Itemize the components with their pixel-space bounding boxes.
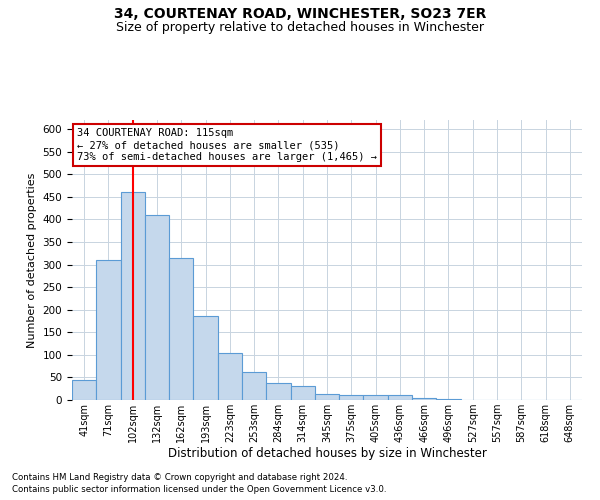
Bar — [290, 386, 315, 400]
Bar — [169, 258, 193, 400]
Bar — [436, 398, 461, 400]
Text: Contains public sector information licensed under the Open Government Licence v3: Contains public sector information licen… — [12, 485, 386, 494]
Bar — [388, 396, 412, 400]
Bar — [315, 394, 339, 400]
Y-axis label: Number of detached properties: Number of detached properties — [27, 172, 37, 348]
Text: Size of property relative to detached houses in Winchester: Size of property relative to detached ho… — [116, 22, 484, 35]
Bar — [364, 396, 388, 400]
Bar — [96, 260, 121, 400]
Bar — [339, 396, 364, 400]
Text: 34 COURTENAY ROAD: 115sqm
← 27% of detached houses are smaller (535)
73% of semi: 34 COURTENAY ROAD: 115sqm ← 27% of detac… — [77, 128, 377, 162]
Bar — [218, 352, 242, 400]
Bar — [145, 215, 169, 400]
Text: 34, COURTENAY ROAD, WINCHESTER, SO23 7ER: 34, COURTENAY ROAD, WINCHESTER, SO23 7ER — [114, 8, 486, 22]
Bar — [266, 384, 290, 400]
Bar — [193, 316, 218, 400]
Bar — [72, 380, 96, 400]
Bar — [242, 372, 266, 400]
Bar — [121, 192, 145, 400]
Text: Contains HM Land Registry data © Crown copyright and database right 2024.: Contains HM Land Registry data © Crown c… — [12, 472, 347, 482]
Bar — [412, 398, 436, 400]
Text: Distribution of detached houses by size in Winchester: Distribution of detached houses by size … — [167, 448, 487, 460]
